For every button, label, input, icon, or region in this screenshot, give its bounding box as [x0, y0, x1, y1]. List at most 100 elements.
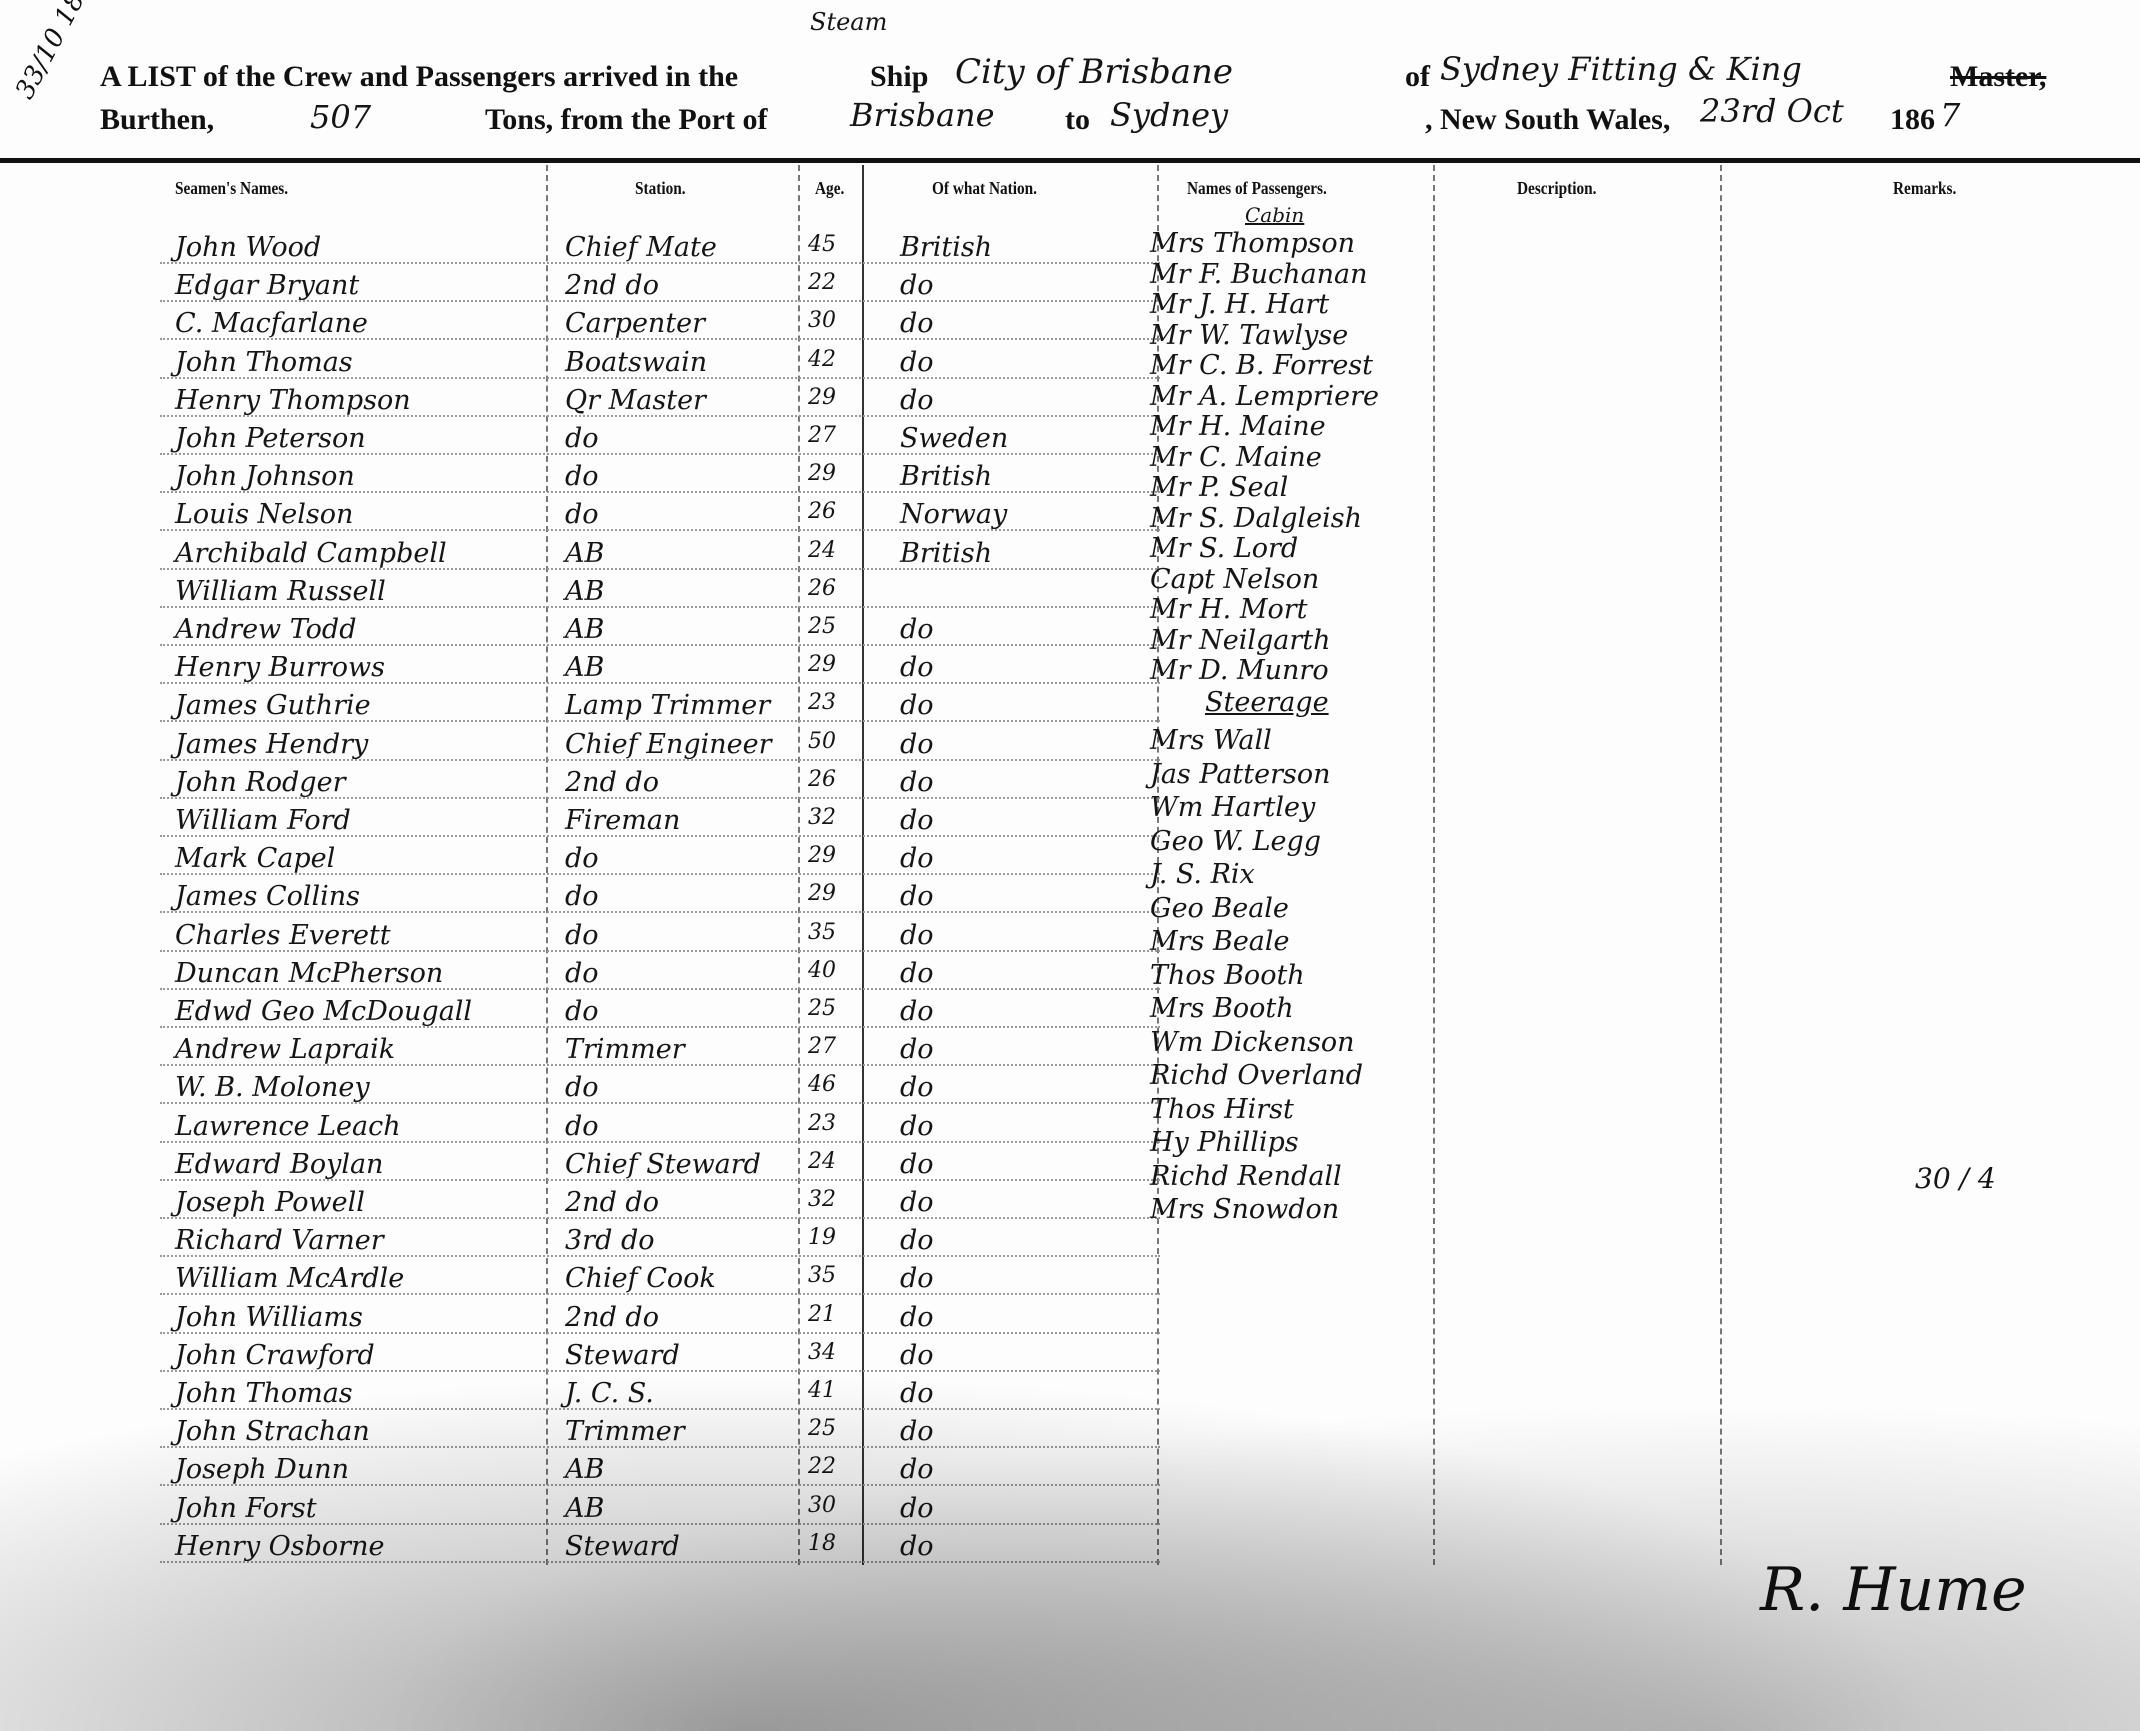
row-guide — [160, 376, 1160, 379]
crew-station: do — [565, 996, 599, 1027]
crew-station: do — [565, 957, 599, 989]
to-word: to — [1065, 103, 1090, 136]
crew-name: John Williams — [175, 1301, 363, 1333]
cabin-passenger: Mr C. Maine — [1150, 441, 1322, 473]
row-guide — [160, 1102, 1160, 1105]
row-guide — [160, 758, 1160, 761]
master-label: Master, — [1950, 60, 2047, 93]
crew-name: William Ford — [175, 805, 351, 836]
crew-station: do — [565, 499, 599, 531]
crew-nation: Norway — [900, 499, 1008, 531]
cabin-passenger: Mr F. Buchanan — [1150, 258, 1368, 290]
crew-station: 2nd do — [565, 1301, 659, 1333]
row-guide — [160, 1064, 1160, 1067]
crew-name: Louis Nelson — [175, 499, 354, 531]
crew-nation: do — [900, 1034, 934, 1066]
crew-name: John Johnson — [175, 461, 355, 493]
crew-station: 3rd do — [565, 1225, 655, 1257]
crew-name: John Thomas — [175, 346, 353, 378]
crew-station: AB — [565, 1454, 605, 1486]
crew-station: 2nd do — [565, 1187, 659, 1218]
crew-nation: do — [900, 843, 934, 875]
steerage-passenger: Jas Patterson — [1150, 758, 1331, 790]
col-age: Age. — [815, 178, 845, 198]
cabin-passenger: Mrs Thompson — [1150, 228, 1356, 259]
crew-nation: do — [900, 728, 934, 760]
crew-name: John Forst — [175, 1492, 317, 1524]
crew-name: John Thomas — [175, 1378, 353, 1409]
crew-name: Richard Varner — [175, 1225, 384, 1257]
cabin-passenger: Mr Neilgarth — [1150, 624, 1331, 656]
row-guide — [160, 1140, 1160, 1143]
crew-age: 19 — [808, 1225, 836, 1251]
tons-from-label: Tons, from the Port of — [485, 103, 768, 136]
row-guide — [160, 1369, 1160, 1372]
cabin-passenger: Mr A. Lempriere — [1150, 380, 1379, 412]
crew-name: Charles Everett — [175, 919, 391, 951]
crew-age: 35 — [808, 919, 836, 945]
year-print: 186 — [1890, 103, 1935, 136]
title-line-1: A LIST of the Crew and Passengers arrive… — [100, 60, 739, 93]
crew-nation: do — [900, 270, 934, 302]
crew-nation: do — [900, 384, 934, 416]
col-description: Description. — [1517, 178, 1597, 198]
crew-age: 29 — [808, 843, 836, 869]
steerage-passenger: Mrs Beale — [1150, 926, 1290, 957]
crew-name: Edwd Geo McDougall — [175, 996, 473, 1027]
crew-nation: do — [900, 1225, 934, 1257]
header-rule — [0, 158, 2140, 163]
steerage-passenger: Thos Hirst — [1150, 1093, 1294, 1125]
from-port: Brisbane — [850, 96, 995, 134]
crew-nation: do — [900, 1530, 934, 1562]
crew-nation: do — [900, 957, 934, 989]
col-seamens-names: Seamen's Names. — [175, 178, 289, 198]
crew-station: J. C. S. — [565, 1378, 654, 1409]
crew-age: 32 — [808, 805, 836, 830]
crew-name: William McArdle — [175, 1263, 405, 1295]
crew-age: 26 — [808, 499, 836, 525]
crew-nation: do — [900, 1187, 934, 1218]
crew-nation: do — [900, 1110, 934, 1142]
row-guide — [160, 1026, 1160, 1028]
crew-age: 35 — [808, 1263, 836, 1289]
crew-nation: do — [900, 881, 934, 913]
crew-name: Mark Capel — [175, 843, 336, 875]
row-guide — [160, 949, 1160, 952]
steerage-passenger: Mrs Wall — [1150, 725, 1272, 756]
crew-nation: do — [900, 919, 934, 951]
crew-age: 29 — [808, 384, 836, 410]
row-guide — [160, 605, 1160, 608]
steerage-passenger: Geo Beale — [1150, 892, 1289, 924]
crew-age: 30 — [808, 308, 836, 334]
crew-name: John Wood — [175, 232, 322, 263]
crew-station: 2nd do — [565, 766, 659, 798]
cabin-passenger: Mr S. Dalgleish — [1150, 502, 1362, 534]
crew-nation: do — [900, 996, 934, 1027]
cabin-passenger: Mr S. Lord — [1150, 533, 1299, 564]
crew-name: John Rodger — [175, 766, 346, 798]
date: 23rd Oct — [1700, 92, 1844, 130]
cabin-passenger: Mr H. Mort — [1150, 594, 1308, 625]
row-guide — [160, 987, 1160, 990]
row-guide — [160, 262, 1160, 264]
row-guide — [160, 835, 1160, 837]
crew-nation: Sweden — [900, 423, 1009, 454]
crew-nation: do — [900, 1148, 934, 1180]
row-guide — [160, 529, 1160, 532]
row-guide — [160, 414, 1160, 417]
crew-age: 50 — [808, 728, 836, 754]
margin-note: 33/10 188 — [10, 0, 99, 105]
crew-station: do — [565, 919, 599, 951]
crew-age: 24 — [808, 537, 836, 563]
remarks-tally: 30 / 4 — [1915, 1162, 1996, 1195]
crew-name: William Russell — [175, 575, 386, 607]
crew-name: Henry Thompson — [175, 384, 411, 416]
crew-age: 45 — [808, 232, 836, 257]
crew-station: Qr Master — [565, 384, 706, 416]
crew-station: do — [565, 423, 599, 454]
steerage-passenger: J. S. Rix — [1150, 859, 1255, 890]
row-guide — [160, 300, 1160, 303]
crew-station: AB — [565, 614, 605, 645]
cabin-passenger: Mr D. Munro — [1150, 655, 1329, 686]
